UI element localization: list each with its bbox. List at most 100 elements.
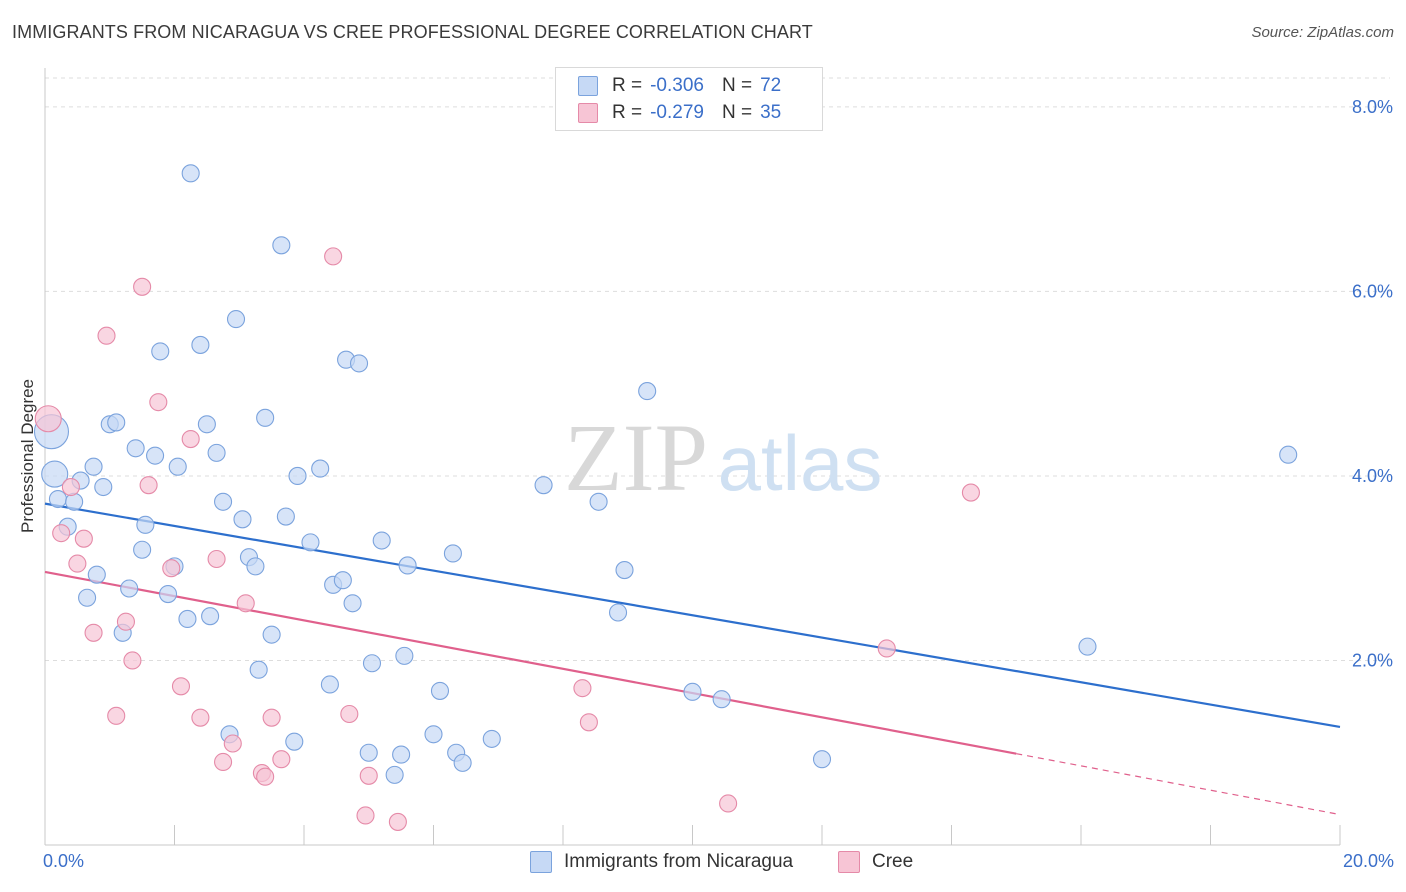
trendlines bbox=[44, 502, 1341, 816]
data-point-nicaragua bbox=[262, 625, 281, 644]
data-point-nicaragua bbox=[272, 236, 291, 255]
data-point-nicaragua bbox=[395, 646, 414, 665]
data-point-cree bbox=[123, 651, 142, 670]
data-point-cree bbox=[272, 750, 291, 769]
data-point-cree bbox=[181, 429, 200, 449]
data-point-nicaragua bbox=[249, 660, 268, 679]
data-point-nicaragua bbox=[311, 459, 330, 478]
data-point-nicaragua bbox=[589, 492, 608, 511]
trendline-cree-extension bbox=[1016, 753, 1341, 816]
data-point-nicaragua bbox=[191, 335, 210, 354]
data-point-nicaragua bbox=[359, 743, 378, 762]
data-point-cree bbox=[162, 559, 181, 578]
legend-item-cree: Cree bbox=[838, 851, 913, 873]
data-point-nicaragua bbox=[214, 492, 233, 511]
data-point-nicaragua bbox=[362, 654, 382, 673]
series-cree-points bbox=[34, 247, 980, 831]
data-point-cree bbox=[116, 612, 135, 631]
data-point-nicaragua bbox=[84, 457, 103, 476]
data-point-cree bbox=[84, 623, 103, 642]
data-point-cree bbox=[34, 405, 62, 433]
y-tick-labels: 2.0% 4.0% 6.0% 8.0% bbox=[1352, 97, 1393, 671]
data-point-nicaragua bbox=[168, 457, 187, 476]
stats-legend: R = -0.306 N = 72 R = -0.279 N = 35 bbox=[555, 67, 823, 131]
data-point-nicaragua bbox=[683, 682, 702, 701]
legend-swatch-blue bbox=[578, 76, 598, 96]
legend-swatch-pink bbox=[578, 103, 598, 123]
data-point-nicaragua bbox=[136, 515, 155, 534]
data-point-nicaragua bbox=[372, 531, 391, 550]
data-point-cree bbox=[573, 679, 592, 698]
data-point-nicaragua bbox=[430, 681, 450, 700]
data-point-cree bbox=[223, 734, 242, 753]
x-tick-max: 20.0% bbox=[1342, 851, 1394, 871]
data-point-nicaragua bbox=[392, 745, 411, 764]
data-point-nicaragua bbox=[197, 415, 216, 434]
data-point-nicaragua bbox=[226, 310, 246, 329]
data-point-cree bbox=[214, 752, 233, 772]
data-point-nicaragua bbox=[87, 565, 106, 584]
data-point-nicaragua bbox=[615, 561, 634, 580]
data-point-cree bbox=[97, 326, 116, 345]
data-point-cree bbox=[256, 767, 275, 786]
data-point-cree bbox=[74, 529, 93, 548]
legend-r-label: R = bbox=[612, 102, 643, 123]
data-point-nicaragua bbox=[158, 584, 178, 604]
data-point-nicaragua bbox=[48, 489, 68, 509]
data-point-cree bbox=[52, 524, 71, 543]
chart-title: IMMIGRANTS FROM NICARAGUA VS CREE PROFES… bbox=[12, 22, 813, 42]
data-point-nicaragua bbox=[301, 533, 320, 552]
legend-row-cree: R = -0.279 N = 35 bbox=[578, 101, 781, 125]
data-point-cree bbox=[719, 794, 738, 813]
data-point-nicaragua bbox=[120, 579, 139, 598]
data-point-nicaragua bbox=[349, 354, 369, 373]
data-point-cree bbox=[61, 477, 80, 497]
data-point-cree bbox=[359, 766, 378, 785]
legend-item-nicaragua: Immigrants from Nicaragua bbox=[530, 851, 793, 873]
legend-label-nicaragua: Immigrants from Nicaragua bbox=[564, 851, 794, 872]
series-legend: 0.0% 20.0% Immigrants from Nicaragua Cre… bbox=[0, 851, 1406, 877]
watermark: ZIP atlas bbox=[564, 404, 882, 511]
data-point-nicaragua bbox=[233, 510, 252, 529]
data-point-cree bbox=[324, 247, 343, 266]
data-point-nicaragua bbox=[151, 342, 170, 361]
data-point-nicaragua bbox=[133, 540, 152, 559]
trendline-cree bbox=[44, 570, 1017, 755]
data-point-nicaragua bbox=[78, 588, 97, 607]
data-point-nicaragua bbox=[1279, 445, 1298, 464]
trendline-nicaragua bbox=[44, 502, 1341, 728]
watermark-zip: ZIP bbox=[564, 404, 708, 511]
data-point-nicaragua bbox=[181, 164, 200, 183]
data-point-cree bbox=[207, 549, 226, 569]
data-point-nicaragua bbox=[638, 382, 657, 401]
data-point-nicaragua bbox=[482, 729, 501, 748]
data-point-cree bbox=[191, 708, 210, 727]
data-point-cree bbox=[961, 483, 980, 502]
data-point-nicaragua bbox=[107, 413, 126, 432]
data-point-cree bbox=[356, 806, 375, 825]
data-point-nicaragua bbox=[812, 750, 832, 769]
legend-n-value: 35 bbox=[760, 102, 782, 123]
data-point-nicaragua bbox=[207, 443, 226, 462]
data-point-nicaragua bbox=[41, 460, 69, 488]
x-tick-min: 0.0% bbox=[43, 851, 85, 871]
grid-lines bbox=[45, 77, 1390, 661]
data-point-nicaragua bbox=[94, 477, 113, 497]
data-point-cree bbox=[139, 476, 158, 495]
data-point-nicaragua bbox=[343, 594, 362, 613]
data-point-cree bbox=[171, 677, 191, 696]
y-tick-label: 8.0% bbox=[1352, 97, 1393, 117]
data-point-nicaragua bbox=[453, 753, 472, 772]
data-point-nicaragua bbox=[256, 408, 275, 427]
data-point-cree bbox=[236, 594, 255, 613]
data-point-nicaragua bbox=[385, 765, 404, 784]
legend-r-value: -0.306 bbox=[650, 75, 704, 96]
data-point-nicaragua bbox=[398, 556, 417, 575]
data-point-cree bbox=[340, 704, 359, 724]
y-tick-label: 2.0% bbox=[1352, 650, 1393, 670]
legend-swatch-pink bbox=[838, 851, 860, 873]
legend-n-label: N = bbox=[721, 102, 753, 123]
data-point-nicaragua bbox=[333, 571, 352, 590]
data-point-nicaragua bbox=[443, 544, 462, 563]
